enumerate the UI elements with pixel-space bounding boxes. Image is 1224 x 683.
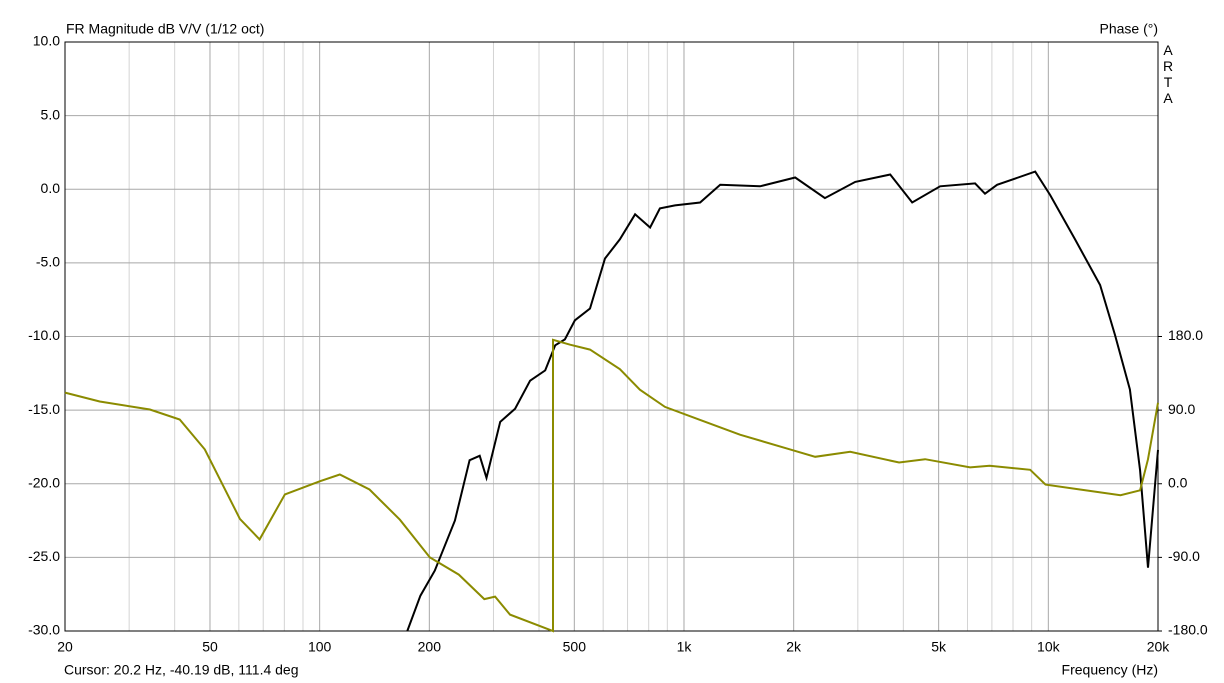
chart-title: FR Magnitude dB V/V (1/12 oct) <box>66 21 264 37</box>
y2-axis-title: Phase (°) <box>1099 21 1158 37</box>
watermark: ARTA <box>1162 42 1174 106</box>
series-line <box>64 338 1159 633</box>
y-tick-label: -30.0 <box>28 622 60 638</box>
x-tick-label: 5k <box>931 639 947 655</box>
x-tick-label: 20 <box>57 639 73 655</box>
series-line <box>406 170 1159 632</box>
x-tick-label: 50 <box>202 639 218 655</box>
x-tick-label: 500 <box>563 639 587 655</box>
y2-tick-label: 90.0 <box>1168 401 1195 417</box>
y-tick-label: -5.0 <box>36 254 60 270</box>
y-tick-label: -25.0 <box>28 548 60 564</box>
x-tick-label: 100 <box>308 639 332 655</box>
x-axis-title: Frequency (Hz) <box>1062 662 1158 678</box>
x-tick-label: 10k <box>1037 639 1061 655</box>
y-tick-label: -15.0 <box>28 401 60 417</box>
x-tick-label: 2k <box>786 639 802 655</box>
x-tick-label: 200 <box>418 639 442 655</box>
y2-tick-label: -180.0 <box>1168 622 1208 638</box>
y-tick-label: 0.0 <box>41 180 61 196</box>
plot-frame <box>64 41 1159 632</box>
y-tick-label: 5.0 <box>41 106 61 122</box>
y2-tick-label: 180.0 <box>1168 327 1203 343</box>
x-tick-label: 20k <box>1147 639 1171 655</box>
y-tick-label: 10.0 <box>33 33 60 49</box>
cursor-readout: Cursor: 20.2 Hz, -40.19 dB, 111.4 deg <box>64 662 299 678</box>
y-tick-label: -20.0 <box>28 474 60 490</box>
x-tick-label: 1k <box>677 639 693 655</box>
y2-tick-label: -90.0 <box>1168 548 1200 564</box>
y-tick-label: -10.0 <box>28 327 60 343</box>
y2-tick-label: 0.0 <box>1168 474 1188 490</box>
